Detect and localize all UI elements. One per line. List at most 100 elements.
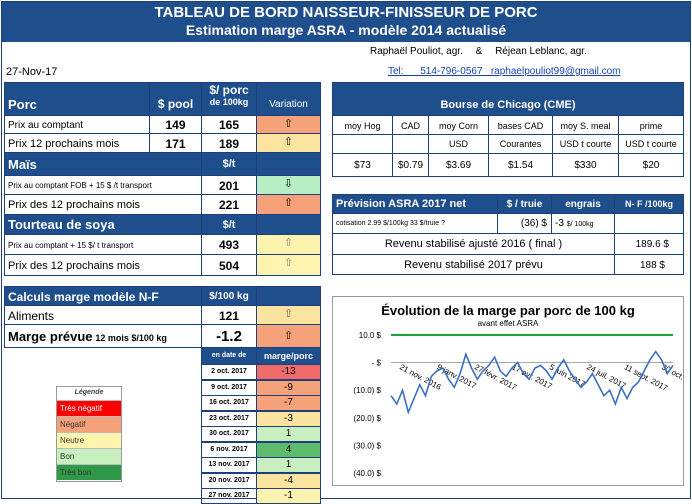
history-date: 30 oct. 2017 <box>201 426 257 442</box>
porc-col-per: $/ porc de 100kg <box>201 82 257 116</box>
chart-container: Évolution de la marge par porc de 100 kg… <box>332 296 692 486</box>
soya-unit: $/t <box>201 214 257 235</box>
mais-row-var: ⇩ <box>256 175 321 195</box>
marge-var: ⇧ <box>256 324 321 348</box>
mais-unit: $/t <box>201 152 257 176</box>
soya-row-var: ⇧ <box>256 234 321 255</box>
calc-header-spacer <box>256 286 321 306</box>
porc-row-var: ⇧ <box>256 133 321 153</box>
history-date: 13 nov. 2017 <box>201 457 257 473</box>
marge-label-cell: Marge prévue 12 mois $/100 kg <box>4 324 202 348</box>
legend-item: Bon <box>57 448 121 464</box>
author-2: Réjean Leblanc, agr. <box>495 46 587 57</box>
marge-label: Marge prévue <box>8 329 93 344</box>
cme-value: $330 <box>552 153 619 177</box>
history-col-marge: marge/porc <box>256 347 321 365</box>
cme-value: $1.54 <box>488 153 553 177</box>
history-date: 27 nov. 2017 <box>201 488 257 504</box>
chart-ytick: (10.0) $ <box>353 386 381 395</box>
mais-row-var: ⇧ <box>256 194 321 215</box>
asra-col-truie: $ / truie <box>497 194 552 214</box>
mais-row-value: 201 <box>201 175 257 195</box>
porc-title: Porc <box>4 82 150 116</box>
asra-col-nf: N- F /100kg <box>614 194 684 214</box>
history-value: 4 <box>256 441 321 458</box>
history-value: -9 <box>256 379 321 396</box>
asra-cotisation-label: cotisation 2.99 $/100kg 33 $/truie ? <box>332 213 498 234</box>
mais-row-label: Prix des 12 prochains mois <box>4 194 202 215</box>
cme-value: $3.69 <box>428 153 489 177</box>
asra-col-engrais: engrais <box>551 194 615 214</box>
porc-row-pool: 171 <box>149 133 202 153</box>
margin-chart: Évolution de la marge par porc de 100 kg… <box>353 303 692 478</box>
asra-cotisation-nf <box>614 213 684 234</box>
cme-value: $20 <box>618 153 684 177</box>
contact-link[interactable]: Tel: 514-796-0567 raphaelpouliot99@gmail… <box>388 66 621 77</box>
asra-cotisation-engrais-unit: $/ 100kg <box>566 221 594 228</box>
title-bar: TABLEAU DE BORD NAISSEUR-FINISSEUR DE PO… <box>2 2 690 42</box>
legend-item: Très négatif <box>57 400 121 416</box>
cme-unit: USD t courte <box>618 134 684 154</box>
legend-items: Très négatif Négatif Neutre Bon Très bon <box>57 400 121 480</box>
legend-item: Négatif <box>57 416 121 432</box>
asra-cotisation-engrais-cell: -3 $/ 100kg <box>551 213 615 234</box>
chart-series-line <box>390 350 674 415</box>
porc-col-per-line1: $/ porc <box>209 83 249 97</box>
asra-row2-value: 188 $ <box>614 254 684 275</box>
mais-row-label: Prix au comptant FOB + 15 $ /t transport <box>4 175 202 195</box>
chart-ytick: (20.0) $ <box>353 414 381 423</box>
legend-item: Neutre <box>57 432 121 448</box>
asra-row2-label: Revenu stabilisé 2017 prévu <box>332 254 615 275</box>
cme-unit <box>392 134 429 154</box>
chart-ytick: (40.0) $ <box>353 469 381 478</box>
history-date: 9 oct. 2017 <box>201 379 257 396</box>
authors: Raphaël Pouliot, agr. & Réjean Leblanc, … <box>370 46 587 57</box>
marge-sub: 12 mois $/100 kg <box>95 333 167 343</box>
history-date: 16 oct. 2017 <box>201 395 257 411</box>
history-value: -13 <box>256 364 321 380</box>
cme-title: Bourse de Chicago (CME) <box>332 82 684 116</box>
porc-col-per-line2: de 100kg <box>209 97 249 107</box>
chart-xtick: 17 avr. 2017 <box>510 362 554 391</box>
asra-title: Prévision ASRA 2017 net <box>332 194 498 214</box>
cme-unit: USD t courte <box>552 134 619 154</box>
legend-item: Très bon <box>57 464 121 480</box>
history-value: 1 <box>256 457 321 473</box>
history-value: -1 <box>256 488 321 504</box>
cme-header: bases CAD <box>488 115 553 135</box>
chart-subtitle: avant effet ASRA <box>478 319 539 328</box>
soya-row-value: 504 <box>201 254 257 276</box>
cme-value: $73 <box>332 153 393 177</box>
aliments-value: 121 <box>201 305 257 325</box>
porc-row-per: 165 <box>201 115 257 134</box>
history-date: 20 nov. 2017 <box>201 472 257 489</box>
history-value: -4 <box>256 472 321 489</box>
soya-row-label: Prix des 12 prochains mois <box>4 254 202 276</box>
ampersand: & <box>475 46 483 57</box>
cme-unit: USD <box>428 134 489 154</box>
marge-value: -1.2 <box>201 324 257 348</box>
porc-row-label: Prix 12 prochains mois <box>4 133 150 153</box>
cme-unit <box>332 134 393 154</box>
porc-row-per: 189 <box>201 133 257 153</box>
cme-unit: Courantes <box>488 134 553 154</box>
cme-header: moy Corn <box>428 115 489 135</box>
cme-header: prime <box>618 115 684 135</box>
history-value: -3 <box>256 410 321 427</box>
history-value: -7 <box>256 395 321 411</box>
chart-ytick: (30.0) $ <box>353 441 381 450</box>
chart-ytick: 10.0 $ <box>359 331 382 340</box>
asra-row1-label: Revenu stabilisé ajusté 2016 ( final ) <box>332 233 615 255</box>
history-date: 23 oct. 2017 <box>201 410 257 427</box>
legend-box: Légende Très négatif Négatif Neutre Bon Très… <box>56 386 122 482</box>
history-col-date: en date de <box>201 347 257 365</box>
cme-header: CAD <box>392 115 429 135</box>
soya-header-spacer <box>256 214 321 235</box>
soya-title: Tourteau de soya <box>4 214 202 235</box>
aliments-var: ⇧ <box>256 305 321 325</box>
porc-col-pool: $ pool <box>149 82 202 116</box>
soya-row-var: ⇧ <box>256 254 321 276</box>
chart-title: Évolution de la marge par porc de 100 kg <box>381 303 635 318</box>
cme-value: $0.79 <box>392 153 429 177</box>
